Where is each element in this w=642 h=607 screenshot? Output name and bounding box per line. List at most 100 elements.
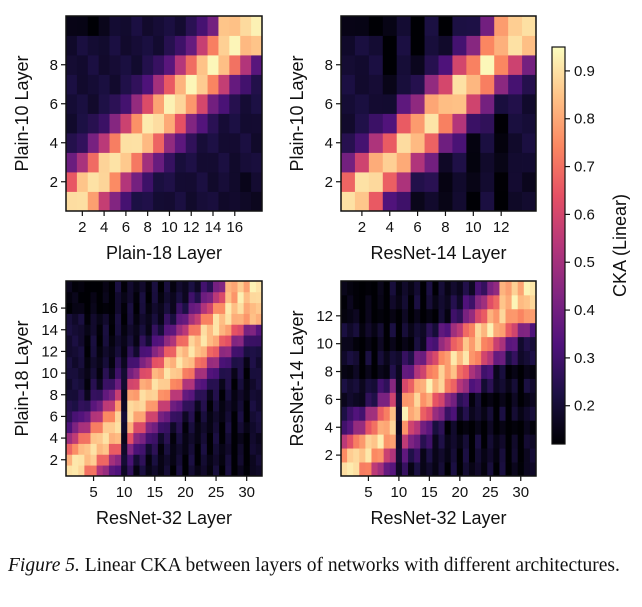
heatmap-cell <box>341 406 348 421</box>
heatmap-cell <box>231 313 238 325</box>
heatmap-cell <box>127 421 134 434</box>
heatmap-cell <box>182 291 189 304</box>
heatmap-cell <box>164 291 171 304</box>
heatmap-cell <box>450 462 458 477</box>
heatmap-cell <box>243 367 251 379</box>
heatmap-cell <box>206 454 214 466</box>
heatmap-cell <box>200 411 208 423</box>
heatmap-cell <box>401 434 409 449</box>
heatmap-cell <box>475 350 482 365</box>
heatmap-cell <box>255 346 263 358</box>
heatmap-cell <box>395 420 403 435</box>
heatmap-cell <box>466 74 481 95</box>
heatmap-cell <box>243 335 251 347</box>
heatmap-cell <box>194 400 202 412</box>
heatmap-cell <box>508 191 523 212</box>
heatmap-cell <box>133 411 140 423</box>
heatmap-cell <box>72 367 79 379</box>
heatmap-cell <box>341 94 356 114</box>
y-axis-label: Plain-10 Layer <box>287 55 307 171</box>
x-tick-label: 5 <box>364 484 372 501</box>
colorbar-gradient <box>552 47 565 444</box>
heatmap-cell <box>164 400 171 412</box>
heatmap-cell <box>462 406 470 421</box>
heatmap-cell <box>420 462 427 477</box>
y-tick-label: 4 <box>50 135 58 152</box>
heatmap-cell <box>456 392 464 407</box>
heatmap-cell <box>396 94 412 114</box>
heatmap-cell <box>157 411 165 423</box>
heatmap-cell <box>98 94 110 114</box>
heatmap-cell <box>188 400 196 412</box>
heatmap-cell <box>78 389 85 401</box>
heatmap-cell <box>414 322 421 338</box>
heatmap-cell <box>529 308 537 324</box>
heatmap-cell <box>408 350 415 365</box>
heatmap-cell <box>255 454 263 466</box>
heatmap-cell <box>90 324 98 336</box>
heatmap-cell <box>139 421 147 434</box>
heatmap-cell <box>108 432 116 444</box>
heatmap-cell <box>90 335 98 347</box>
heatmap-cell <box>522 133 537 153</box>
heatmap-cell <box>438 35 453 56</box>
heatmap-cell <box>182 411 189 423</box>
heatmap-cell <box>182 443 189 455</box>
heatmap-cell <box>121 411 128 423</box>
heatmap-cell <box>219 335 226 347</box>
y-axis-label: Plain-10 Layer <box>12 55 32 171</box>
heatmap-cell <box>219 367 226 379</box>
heatmap-cell <box>354 133 370 153</box>
heatmap-frame <box>340 15 537 212</box>
heatmap-cell <box>66 335 73 347</box>
heatmap-cell <box>218 172 230 192</box>
heatmap-cell <box>377 350 385 365</box>
heatmap-cell <box>341 35 356 56</box>
heatmap-cell <box>505 406 513 421</box>
heatmap-cell <box>194 389 202 401</box>
heatmap-cell <box>96 302 104 314</box>
heatmap-cell <box>511 336 519 352</box>
heatmap-cell <box>529 434 537 449</box>
heatmap-cell <box>475 392 482 407</box>
heatmap-cell <box>432 406 439 421</box>
heatmap-cell <box>151 313 159 325</box>
heatmap-cell <box>249 313 257 325</box>
heatmap-cell <box>505 434 513 449</box>
heatmap-cell <box>164 113 176 134</box>
heatmap-cell <box>353 434 360 449</box>
heatmap-cell <box>151 411 159 423</box>
heatmap-cell <box>456 364 464 379</box>
heatmap-cell <box>249 465 257 477</box>
heatmap-cell <box>529 281 537 296</box>
heatmap-cell <box>164 94 176 114</box>
heatmap-cell <box>206 281 214 293</box>
heatmap-cell <box>139 454 147 466</box>
heatmap-cell <box>200 454 208 466</box>
heatmap-cell <box>176 378 183 390</box>
heatmap-cell <box>511 350 519 365</box>
heatmap-cell <box>102 346 110 358</box>
heatmap-cell <box>231 411 238 423</box>
heatmap-cell <box>84 313 91 325</box>
heatmap-cell <box>109 191 121 212</box>
heatmap-cell <box>196 113 208 134</box>
heatmap-cell <box>255 356 263 369</box>
heatmap-cell <box>517 350 525 365</box>
heatmap-cell <box>196 172 208 192</box>
heatmap-cell <box>151 346 159 358</box>
heatmap-cell <box>444 336 452 352</box>
heatmap-cell <box>432 462 439 477</box>
heatmap-cell <box>231 378 238 390</box>
heatmap-cell <box>240 113 252 134</box>
heatmap-cell <box>481 378 488 393</box>
y-axis-ticks: 2 4 6 8 10 12 14 16 <box>41 300 66 469</box>
heatmap-cell <box>188 389 196 401</box>
heatmap-cell <box>200 356 208 369</box>
heatmap-cell <box>341 420 348 435</box>
heatmap-cell <box>408 420 415 435</box>
x-tick-label: 25 <box>208 484 225 501</box>
heatmap-cell <box>66 346 73 358</box>
heatmap-cell <box>84 465 91 477</box>
heatmap-cell <box>505 294 513 310</box>
